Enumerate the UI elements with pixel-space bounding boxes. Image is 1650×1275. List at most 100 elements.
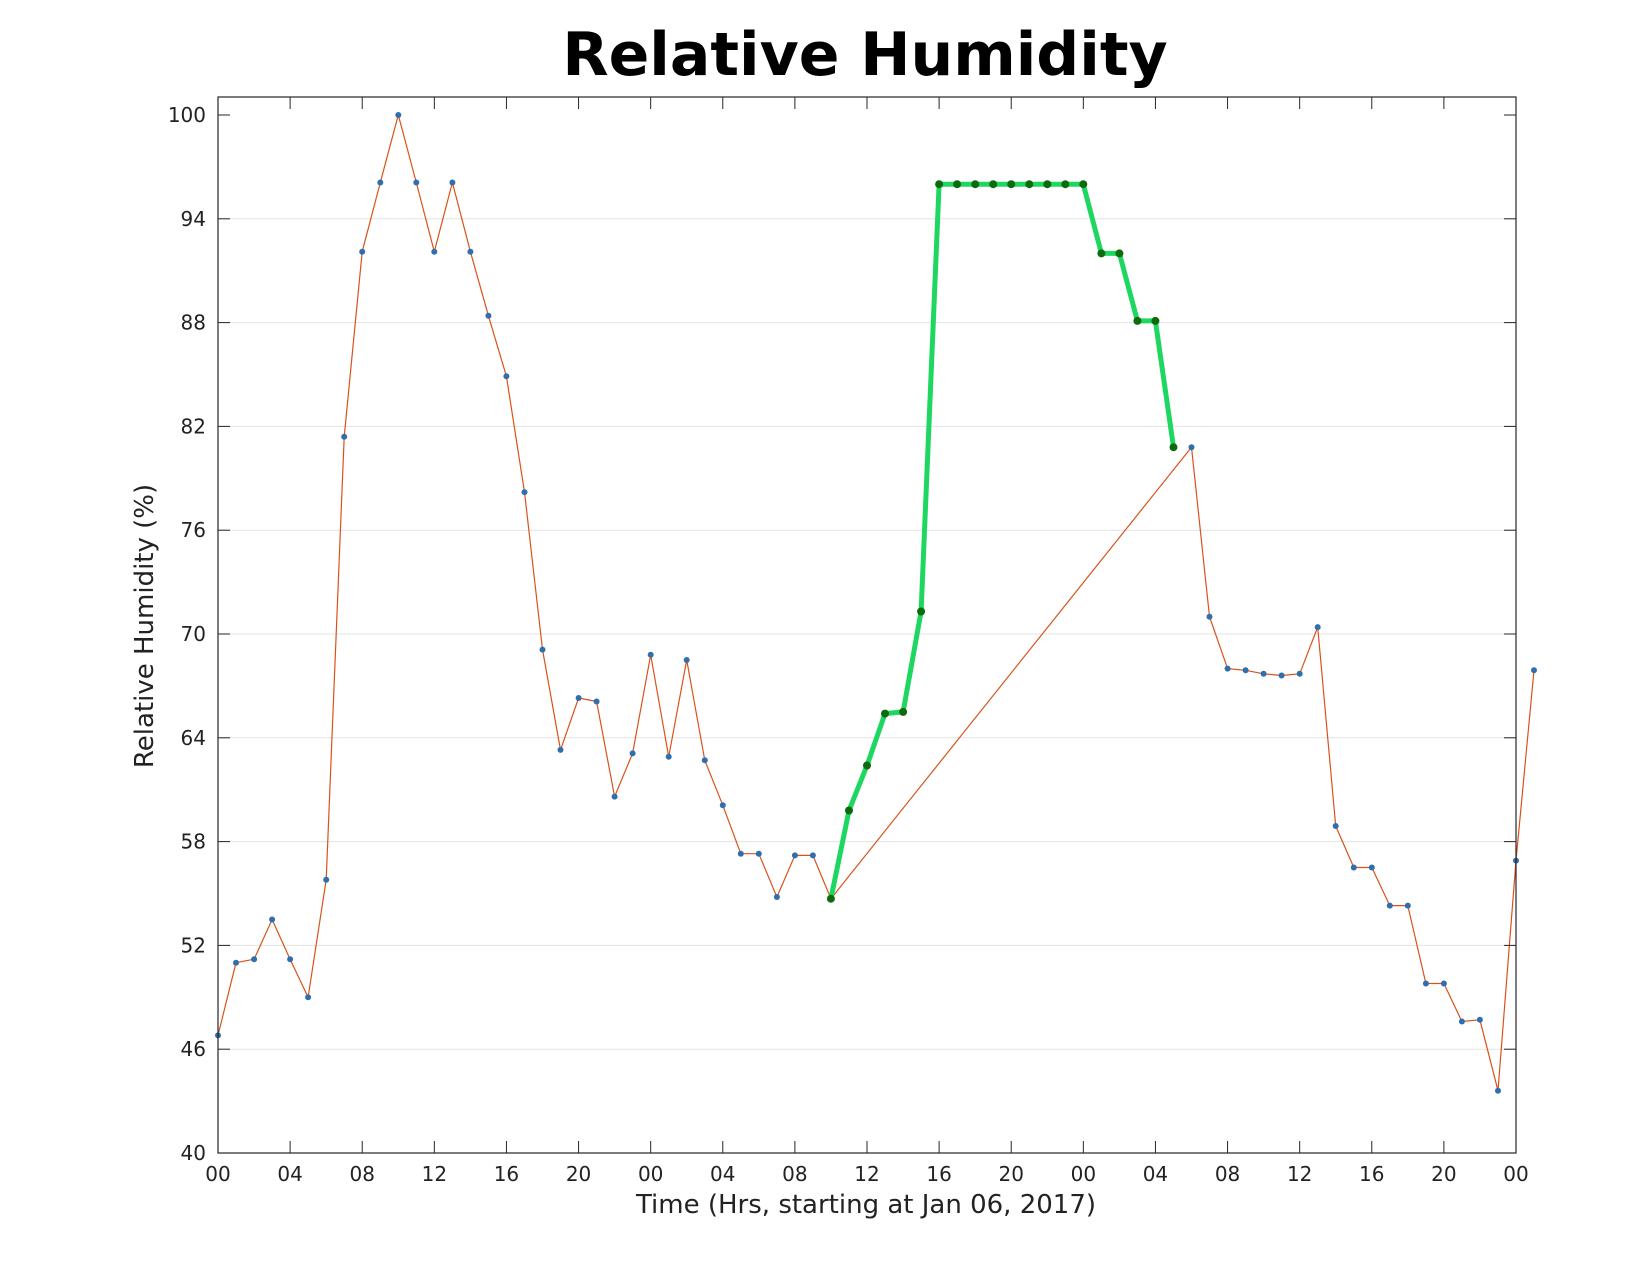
x-tick-label: 00 (1071, 1162, 1096, 1186)
x-tick-label: 20 (998, 1162, 1023, 1186)
data-point (1061, 180, 1070, 189)
data-point (899, 707, 908, 716)
x-tick-label: 00 (1503, 1162, 1528, 1186)
data-point (953, 180, 962, 189)
data-point (1169, 443, 1178, 452)
data-point (1278, 672, 1285, 679)
data-point (233, 959, 239, 966)
data-point (1440, 980, 1447, 987)
y-tick-label: 46 (181, 1037, 206, 1061)
data-point (1260, 670, 1267, 677)
data-point (539, 646, 546, 653)
data-point (791, 852, 798, 859)
data-point (935, 180, 944, 189)
data-point (323, 876, 330, 883)
x-tick-label: 12 (854, 1162, 879, 1186)
series-1 (826, 180, 1178, 903)
y-tick-label: 88 (181, 311, 206, 335)
data-point (467, 248, 474, 255)
data-point (287, 956, 294, 963)
data-point (989, 180, 998, 189)
y-tick-label: 64 (181, 726, 206, 750)
y-tick-label: 70 (181, 622, 206, 646)
data-point (971, 180, 980, 189)
x-tick-label: 20 (1431, 1162, 1456, 1186)
data-point (1079, 180, 1088, 189)
data-point (593, 698, 600, 705)
data-point (485, 312, 492, 319)
data-point (1097, 249, 1106, 258)
data-point (1188, 444, 1195, 451)
data-point (773, 894, 780, 900)
data-point (1151, 316, 1160, 325)
data-point (917, 607, 926, 616)
data-point (665, 753, 672, 760)
y-tick-label: 76 (181, 518, 206, 542)
x-tick-label: 04 (1143, 1162, 1168, 1186)
data-point (611, 793, 618, 800)
data-point (1495, 1087, 1501, 1094)
data-point (755, 850, 762, 857)
x-tick-label: 16 (1359, 1162, 1384, 1186)
y-tick-label: 52 (181, 933, 206, 957)
data-point (701, 757, 708, 764)
data-point (341, 433, 348, 440)
data-point (1476, 1016, 1483, 1023)
data-point (1332, 823, 1339, 829)
data-point (1115, 249, 1124, 258)
data-point (251, 956, 258, 963)
data-point (269, 916, 276, 923)
data-point (826, 894, 835, 903)
y-tick-label: 58 (181, 830, 206, 854)
data-point (1224, 665, 1231, 672)
data-point (1531, 667, 1537, 674)
data-point (1296, 670, 1303, 677)
data-point (431, 248, 438, 255)
x-tick-label: 08 (782, 1162, 807, 1186)
data-point (1404, 902, 1411, 909)
data-point (359, 248, 366, 255)
data-point (1242, 667, 1249, 674)
x-tick-label: 20 (566, 1162, 591, 1186)
x-tick-label: 04 (710, 1162, 735, 1186)
data-point (413, 179, 420, 186)
data-point (1350, 864, 1357, 871)
data-point (737, 850, 744, 857)
y-tick-label: 40 (181, 1141, 206, 1165)
data-point (1422, 980, 1429, 987)
chart-title: Relative Humidity (562, 20, 1167, 90)
axis-ticks (217, 97, 1517, 1154)
y-tick-label: 100 (168, 103, 206, 127)
data-point (377, 179, 384, 186)
data-point (1386, 902, 1393, 909)
plot-background (218, 97, 1516, 1153)
data-point (1133, 316, 1142, 325)
data-point (845, 806, 853, 815)
data-point (557, 746, 564, 753)
series-layer (215, 112, 1537, 1094)
y-axis-tick-labels: 40 46 52 58 64 70 76 82 88 94 100 (168, 103, 206, 1165)
data-point (881, 709, 889, 718)
data-point (449, 179, 456, 186)
x-tick-label: 12 (422, 1162, 447, 1186)
x-tick-label: 08 (1215, 1162, 1240, 1186)
x-tick-label: 16 (926, 1162, 951, 1186)
x-tick-label: 00 (205, 1162, 230, 1186)
x-tick-label: 16 (494, 1162, 519, 1186)
gridlines (218, 218, 1516, 1050)
data-point (719, 802, 726, 809)
data-point (629, 750, 636, 757)
data-point (809, 852, 816, 859)
y-tick-label: 82 (181, 414, 206, 438)
x-tick-label: 12 (1287, 1162, 1312, 1186)
data-point (1007, 180, 1016, 189)
data-point (305, 994, 312, 1001)
data-point (1043, 180, 1052, 189)
data-point (683, 657, 690, 663)
data-point (1368, 864, 1375, 871)
data-point (503, 373, 510, 380)
data-point (1025, 180, 1034, 189)
plot-area (215, 96, 1537, 1154)
